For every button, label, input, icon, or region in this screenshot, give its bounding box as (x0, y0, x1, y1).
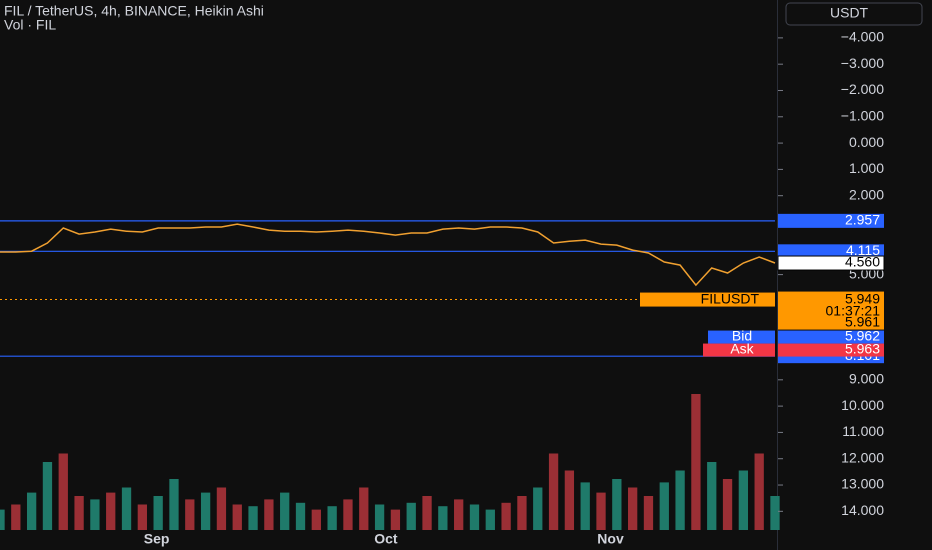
countdown: 01:37:21 (826, 302, 881, 318)
volume-bar (422, 496, 432, 530)
volume-bar (74, 496, 84, 530)
volume-bar (738, 470, 749, 530)
currency-label[interactable]: USDT (830, 5, 869, 21)
volume-bar (359, 487, 369, 530)
price-line (0, 223, 776, 287)
bid-tag (778, 330, 884, 344)
volume-bar (374, 504, 385, 530)
level-tag (778, 244, 884, 259)
x-tick-label: Oct (374, 531, 398, 547)
volume-bar (564, 470, 575, 530)
volume-bar (11, 504, 21, 530)
volume-bar (295, 502, 306, 530)
volume-bar (596, 492, 606, 530)
last-price-tag (777, 255, 885, 271)
volume-bar (137, 504, 147, 530)
last-price-label: 4.560 (845, 254, 880, 270)
volume-bar (485, 509, 495, 530)
volume-bar (517, 496, 527, 530)
volume-bar (90, 499, 100, 530)
volume-bar (454, 499, 464, 530)
volume-bar (533, 487, 543, 530)
y-tick-label: −4.000 (841, 29, 884, 45)
volume-bar (501, 502, 511, 530)
y-tick-label: 14.000 (841, 502, 884, 518)
volume-bar (121, 487, 132, 530)
volume-bar (643, 496, 654, 530)
bid-label: 5.962 (845, 327, 880, 343)
y-tick-label: 11.000 (842, 423, 884, 439)
quote-tag (778, 316, 884, 330)
y-tick-label: 0.000 (849, 134, 884, 150)
volume-bar (580, 482, 590, 530)
y-tick-label: 2.000 (849, 186, 884, 202)
bid-name-tag (708, 330, 775, 344)
chart-title: FIL / TetherUS, 4h, BINANCE, Heikin Ashi (4, 3, 264, 19)
volume-bar (469, 504, 480, 530)
y-tick-label: 13.000 (841, 476, 884, 492)
volume-bar (264, 499, 274, 530)
y-tick-label: −2.000 (841, 81, 884, 97)
level-label: 4.115 (846, 242, 880, 258)
quote-label: 5.961 (845, 313, 880, 329)
volume-bar (691, 394, 701, 530)
volume-bar (770, 496, 780, 530)
chart-subtitle: Vol · FIL (4, 17, 56, 33)
volume-bar (42, 462, 53, 530)
level-label: 2.957 (845, 212, 880, 228)
volume-bar (548, 453, 559, 530)
y-tick-label: 1.000 (849, 160, 884, 176)
volume-bar (707, 462, 717, 530)
volume-bar (675, 470, 685, 530)
volume-bar (343, 499, 353, 530)
volume-bar (628, 487, 638, 530)
volume-bar (280, 492, 290, 530)
volume-bar (438, 506, 448, 530)
volume-bar (612, 479, 622, 530)
volume-bar (169, 479, 179, 530)
volume-bar (153, 496, 163, 530)
y-tick-label: −1.000 (841, 107, 884, 123)
volume-bar (0, 509, 5, 530)
x-tick-label: Sep (144, 531, 170, 547)
ask-name-tag (703, 343, 775, 357)
volume-bar (754, 453, 764, 530)
ask-label: 5.963 (845, 340, 880, 356)
ask-name: Ask (730, 340, 754, 356)
volume-bar (106, 492, 116, 530)
bid-name: Bid (732, 327, 752, 343)
volume-bar (216, 487, 227, 530)
volume-bar (311, 509, 321, 530)
symbol-label: FILUSDT (701, 290, 760, 306)
volume-bar (390, 509, 401, 530)
volume-bar (26, 492, 37, 530)
volume-bar (58, 453, 68, 530)
y-tick-label: −3.000 (841, 55, 884, 71)
y-tick-label: 12.000 (841, 449, 884, 465)
y-tick-label: 10.000 (841, 397, 884, 413)
level-tag (778, 213, 884, 228)
volume-bar (185, 499, 195, 530)
volume-bar (722, 479, 733, 530)
price-tag (778, 291, 884, 318)
volume-bar (406, 502, 416, 530)
volume-bar (232, 504, 242, 530)
x-tick-label: Nov (597, 531, 624, 547)
volume-bar (248, 506, 258, 530)
price-label: 5.949 (845, 290, 880, 306)
volume-bar (659, 482, 669, 530)
y-tick-label: 9.000 (849, 371, 884, 387)
ask-tag (778, 343, 884, 357)
symbol-tag (640, 292, 775, 307)
volume-bar (327, 506, 337, 530)
currency-button[interactable] (785, 2, 923, 26)
volume-bar (200, 492, 211, 530)
